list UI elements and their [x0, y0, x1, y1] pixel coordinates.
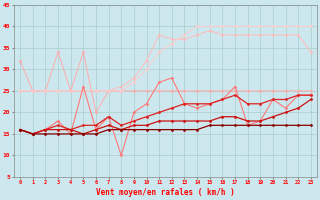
X-axis label: Vent moyen/en rafales ( km/h ): Vent moyen/en rafales ( km/h )	[96, 188, 235, 197]
